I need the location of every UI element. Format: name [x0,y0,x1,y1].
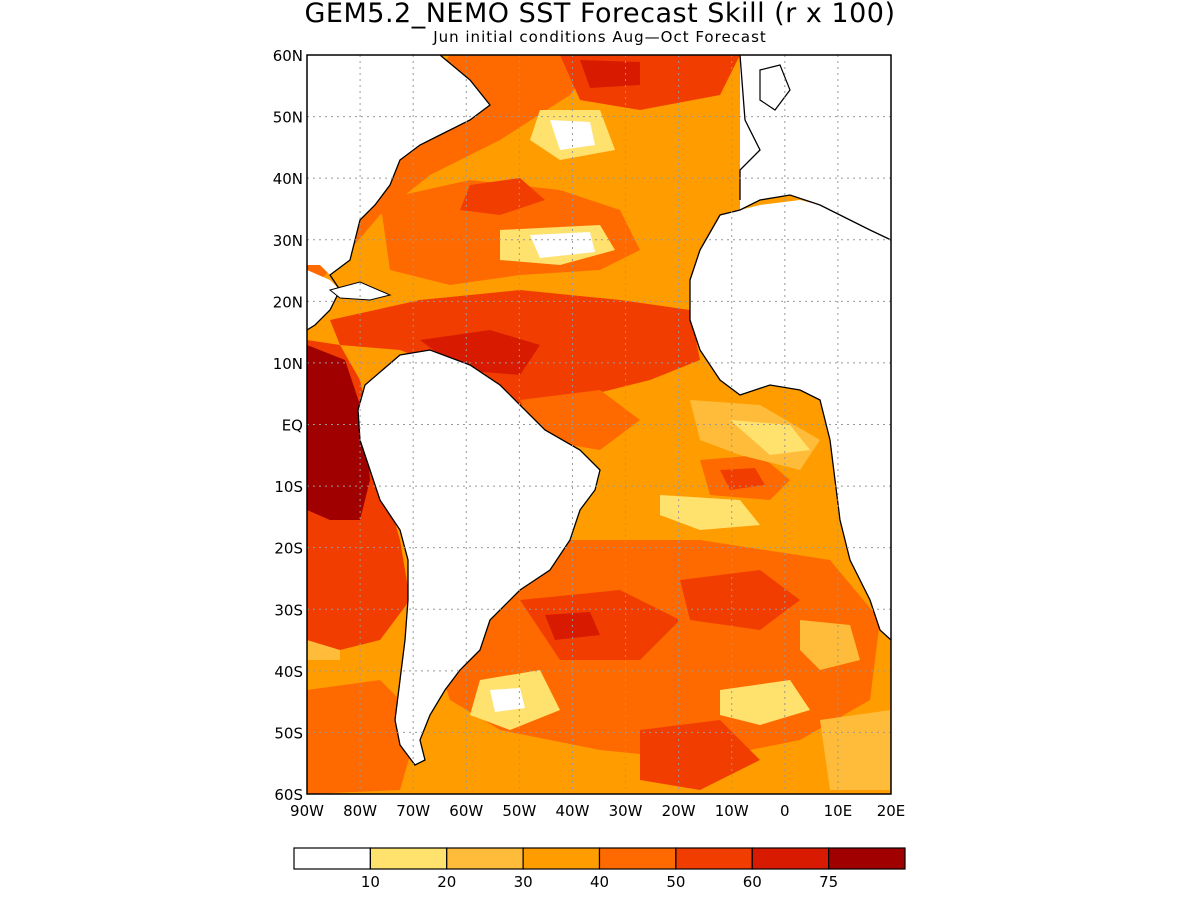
longitude-labels: 90W 80W 70W 60W 50W 40W 30W 20W 10W 0 10E 20E [290,802,905,820]
legend-tick-label: 30 [514,873,533,891]
legend-tick-label: 75 [819,873,838,891]
white-patch-2 [530,232,595,258]
africa-land [690,200,891,640]
lon-label: 60W [449,802,483,820]
legend-swatch [828,847,906,870]
color-legend: 10 20 30 40 50 60 75 [293,847,906,891]
north-america-land [307,55,490,275]
africa-coastline [689,194,891,641]
lat-label: 60S [274,786,303,804]
lat-label: 60N [273,47,303,65]
lat-label: 50N [273,109,303,127]
north-band-core [580,60,640,88]
sw-band [307,680,420,794]
sa-coastline [357,349,601,766]
east-equatorial-pale [730,420,810,455]
lon-label: 20W [662,802,696,820]
legend-tick-label: 50 [666,873,685,891]
lat-label: 40N [273,170,303,188]
legend-swatch [522,847,601,870]
lat-label: 30N [273,232,303,250]
europe-coastline [739,55,761,200]
sst-skill-field [307,55,891,794]
lon-label: 10E [824,802,853,820]
na-coastline [307,55,491,331]
south-atlantic-core [520,590,680,660]
legend-tick-label: 10 [361,873,380,891]
lat-label: EQ [282,417,303,435]
pacific-core [307,345,370,520]
lat-label: 10N [273,355,303,373]
lon-label: 90W [290,802,324,820]
legend-tick-label: 60 [743,873,762,891]
lon-label: 80W [343,802,377,820]
lat-label: 10S [274,478,303,496]
map-title: GEM5.2_NEMO SST Forecast Skill (r x 100) [304,0,896,29]
british-isles [759,64,791,111]
southern-white-1 [490,688,525,712]
lon-label: 70W [396,802,430,820]
legend-swatch [293,847,371,870]
legend-swatch [598,847,677,870]
legend-swatch [446,847,524,870]
latitude-labels: 60N 50N 40N 30N 20N 10N EQ 10S 20S 30S 40S 50S 60S [273,47,303,804]
legend-tick-label: 20 [437,873,456,891]
legend-swatch [675,847,753,870]
lat-label: 40S [274,663,303,681]
legend-swatch [751,847,830,870]
lon-label: 30W [609,802,643,820]
lon-label: 20E [877,802,906,820]
central-america-land [307,270,340,330]
lat-label: 50S [274,724,303,742]
southern-pale-2 [720,680,810,725]
lon-label: 0 [780,802,790,820]
legend-swatch [369,847,448,870]
tropical-core [420,330,540,375]
lat-label: 30S [274,601,303,619]
southern-mid [800,620,860,670]
south-america-land [358,350,600,765]
legend-tick-label: 40 [590,873,609,891]
lon-label: 40W [555,802,589,820]
se-band [820,710,891,790]
map-frame [306,54,892,795]
map-subtitle: Jun initial conditions Aug—Oct Forecast [433,28,767,46]
subtropical-core [460,178,545,215]
lat-label: 20N [273,293,303,311]
lon-label: 50W [502,802,536,820]
gulf-guinea-core [720,468,765,490]
south-equatorial-pale [660,495,760,530]
lon-label: 10W [715,802,749,820]
sub-core-2 [680,570,800,630]
lat-label: 20S [274,540,303,558]
gridlines [307,55,891,794]
south-core [640,720,760,790]
